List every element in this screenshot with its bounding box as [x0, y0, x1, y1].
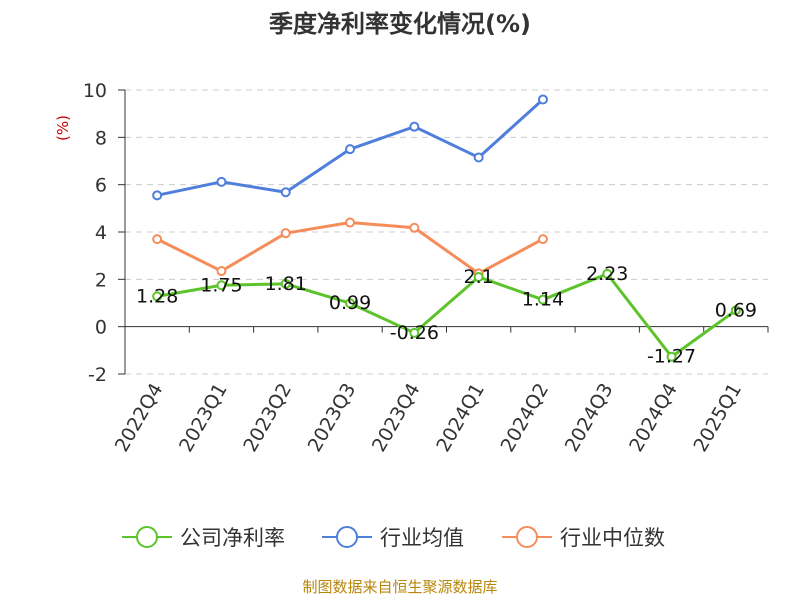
x-tick-label: 2024Q3	[561, 380, 618, 456]
data-point	[345, 144, 356, 155]
legend-label: 行业中位数	[560, 526, 665, 550]
x-tick-label: 2022Q4	[111, 380, 168, 456]
x-tick-label: 2025Q1	[689, 380, 746, 456]
data-point	[345, 217, 356, 228]
data-label: -0.26	[390, 322, 439, 344]
data-point	[409, 222, 420, 233]
data-point	[537, 294, 548, 305]
y-axis-label: (%)	[54, 115, 72, 141]
x-tick-label: 2024Q2	[497, 380, 554, 456]
data-point	[280, 228, 291, 239]
series-lines	[152, 94, 741, 362]
data-point	[537, 234, 548, 245]
data-label: 0.69	[715, 299, 757, 321]
data-labels: 1.28 1.75 1.81 0.99 -0.26 2.1 1.14 2.23 -1.27 0.6…	[136, 263, 757, 368]
source-note: 制图数据来自恒生聚源数据库	[302, 578, 497, 596]
data-label: -1.27	[647, 346, 696, 368]
x-tick-label: 2024Q1	[432, 380, 489, 456]
y-tick-label: 4	[95, 222, 107, 244]
y-tick-label: 0	[95, 317, 107, 339]
x-tick-label: 2023Q4	[368, 380, 425, 456]
legend-marker	[136, 526, 158, 548]
data-point	[409, 327, 420, 338]
data-label: 1.28	[136, 285, 178, 307]
x-tick-label: 2023Q3	[304, 380, 361, 456]
data-point	[152, 291, 163, 302]
data-point	[537, 94, 548, 105]
x-tick-label: 2024Q4	[625, 380, 682, 456]
data-point	[473, 152, 484, 163]
gridlines	[118, 89, 768, 375]
data-point	[730, 305, 741, 316]
data-point	[216, 266, 227, 277]
x-tick-label: 2023Q1	[175, 380, 232, 456]
y-tick-label: -2	[88, 364, 107, 386]
data-point	[345, 298, 356, 309]
legend-marker	[516, 526, 538, 548]
data-point	[280, 278, 291, 289]
data-point	[216, 176, 227, 187]
y-tick-label: 10	[83, 80, 107, 102]
data-point	[602, 268, 613, 279]
data-point	[473, 271, 484, 282]
legend-label: 行业均值	[380, 526, 464, 550]
y-tick-label: 6	[95, 175, 107, 197]
y-tick-labels: -2 0 2 4 6 8 10	[83, 80, 107, 386]
data-label: 1.81	[265, 273, 307, 295]
data-point	[152, 234, 163, 245]
chart-title: 季度净利率变化情况(%)	[269, 10, 531, 38]
data-label: 2.23	[586, 263, 628, 285]
data-label: 1.75	[200, 274, 242, 296]
data-point	[280, 187, 291, 198]
data-label: 1.14	[522, 289, 564, 311]
data-point	[152, 190, 163, 201]
legend-label: 公司净利率	[180, 526, 285, 550]
series-line	[156, 272, 737, 359]
legend-marker	[336, 526, 358, 548]
data-point	[409, 121, 420, 132]
y-tick-label: 8	[95, 127, 107, 149]
data-point	[666, 351, 677, 362]
y-tick-label: 2	[95, 269, 107, 291]
legend: 公司净利率 行业均值 行业中位数	[122, 526, 665, 550]
data-label: 0.99	[329, 292, 371, 314]
x-tick-label: 2023Q2	[239, 380, 296, 456]
data-label: 2.1	[464, 266, 494, 288]
data-point	[216, 280, 227, 291]
